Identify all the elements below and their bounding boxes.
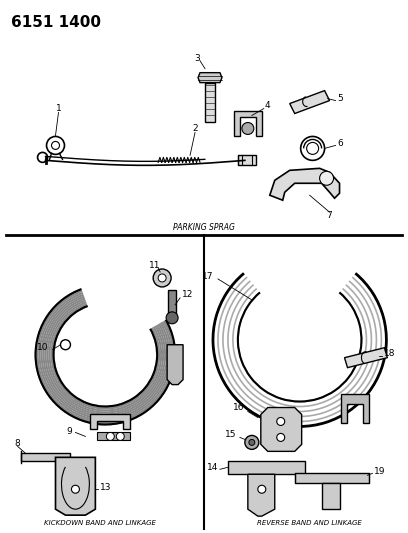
Bar	[238, 156, 256, 165]
Circle shape	[277, 433, 285, 441]
Text: 17: 17	[202, 272, 213, 281]
Polygon shape	[261, 408, 302, 451]
Text: 5: 5	[337, 94, 343, 103]
Polygon shape	[248, 474, 275, 516]
Circle shape	[242, 123, 254, 134]
Polygon shape	[234, 110, 262, 136]
Text: 11: 11	[149, 261, 161, 270]
Polygon shape	[21, 454, 71, 462]
Text: 13: 13	[100, 483, 112, 492]
Circle shape	[153, 269, 171, 287]
Text: REVERSE BAND AND LINKAGE: REVERSE BAND AND LINKAGE	[257, 520, 362, 526]
Circle shape	[60, 340, 71, 350]
Text: PARKING SPRAG: PARKING SPRAG	[173, 223, 235, 232]
Text: KICKDOWN BAND AND LINKAGE: KICKDOWN BAND AND LINKAGE	[44, 520, 156, 526]
Polygon shape	[322, 483, 339, 509]
Text: 8: 8	[15, 439, 20, 448]
Polygon shape	[91, 415, 130, 430]
Circle shape	[249, 439, 255, 446]
Text: 12: 12	[182, 290, 193, 300]
Text: 19: 19	[375, 467, 386, 476]
Polygon shape	[290, 91, 330, 114]
Text: 7: 7	[327, 211, 333, 220]
Polygon shape	[344, 348, 387, 368]
Polygon shape	[270, 168, 339, 200]
Text: 15: 15	[225, 430, 237, 439]
Circle shape	[277, 417, 285, 425]
Polygon shape	[167, 345, 183, 385]
Text: 3: 3	[194, 54, 200, 63]
Text: 1: 1	[55, 104, 61, 113]
Circle shape	[158, 274, 166, 282]
Polygon shape	[198, 72, 222, 83]
Circle shape	[245, 435, 259, 449]
Text: 6151 1400: 6151 1400	[11, 15, 101, 30]
Text: 16: 16	[233, 403, 245, 412]
Text: 18: 18	[384, 349, 396, 358]
Bar	[205, 83, 215, 123]
Circle shape	[319, 171, 334, 185]
Circle shape	[116, 432, 124, 440]
Circle shape	[106, 432, 114, 440]
Polygon shape	[168, 290, 176, 318]
Text: 6: 6	[337, 139, 343, 148]
Text: 14: 14	[206, 463, 218, 472]
Polygon shape	[98, 432, 130, 440]
Text: 4: 4	[265, 101, 271, 110]
Circle shape	[166, 312, 178, 324]
Circle shape	[258, 485, 266, 493]
Polygon shape	[228, 462, 305, 474]
Text: 9: 9	[67, 427, 73, 436]
Circle shape	[71, 485, 80, 493]
Polygon shape	[295, 473, 369, 483]
Polygon shape	[341, 393, 369, 423]
Text: 2: 2	[192, 124, 198, 133]
Text: 10: 10	[37, 343, 49, 352]
Polygon shape	[55, 457, 95, 515]
